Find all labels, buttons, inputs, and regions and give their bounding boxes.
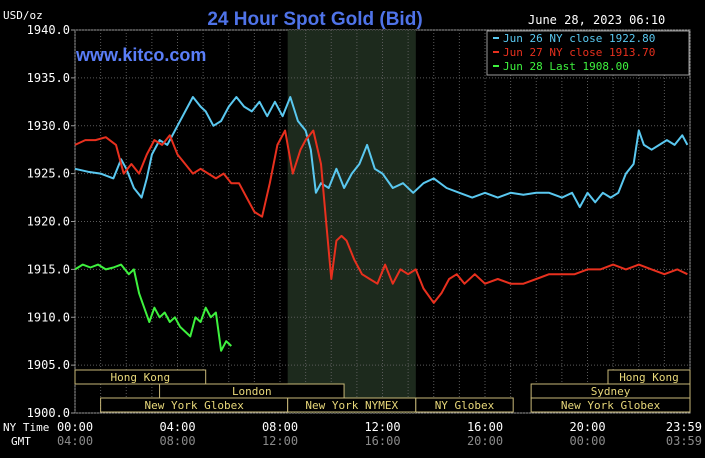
series-line-3 bbox=[74, 263, 232, 352]
market-session-new-york-nymex: New York NYMEX bbox=[287, 397, 417, 413]
market-session-label: New York NYMEX bbox=[305, 399, 398, 412]
y-tick-label: 1935.0 bbox=[27, 71, 70, 85]
x-tick-label-ny: 04:00 bbox=[159, 420, 195, 434]
x-axis-ticks: 00:0004:0004:0008:0008:0012:0012:0016:00… bbox=[57, 420, 702, 448]
market-session-new-york-globex: New York Globex bbox=[100, 397, 289, 413]
y-tick-label: 1910.0 bbox=[27, 310, 70, 324]
x-tick-label-ny: 20:00 bbox=[569, 420, 605, 434]
x-tick-label-gmt: 20:00 bbox=[467, 434, 503, 448]
y-tick-label: 1900.0 bbox=[27, 406, 70, 420]
market-session-box bbox=[415, 397, 514, 413]
y-tick-label: 1920.0 bbox=[27, 215, 70, 229]
market-session-ny-globex: NY Globex bbox=[415, 397, 514, 413]
chart-date-label: June 28, 2023 06:10 bbox=[528, 13, 665, 27]
y-tick-label: 1915.0 bbox=[27, 262, 70, 276]
y-tick-label: 1930.0 bbox=[27, 119, 70, 133]
market-session-london: London bbox=[159, 383, 345, 399]
y-axis-ticks: 1940.0 1935.0 1930.0 1925.0 1920.0 1915.0 1910… bbox=[27, 23, 75, 420]
x-tick-label-gmt: 16:00 bbox=[364, 434, 400, 448]
legend-entry: Jun 27 NY close 1913.70 bbox=[503, 46, 655, 59]
legend-box bbox=[486, 30, 690, 76]
y-tick-label: 1905.0 bbox=[27, 358, 70, 372]
x-tick-label-gmt: 03:59 bbox=[666, 434, 702, 448]
legend-entry: Jun 28 Last 1908.00 bbox=[503, 60, 629, 73]
x-axis-ny-label: NY Time bbox=[3, 421, 49, 434]
x-tick-label-gmt: 00:00 bbox=[569, 434, 605, 448]
legend-entry: Jun 26 NY close 1922.80 bbox=[503, 32, 655, 45]
x-tick-label-gmt: 04:00 bbox=[57, 434, 93, 448]
series-line-1 bbox=[74, 96, 689, 209]
x-tick-label-ny: 08:00 bbox=[262, 420, 298, 434]
y-tick-label: 1925.0 bbox=[27, 167, 70, 181]
x-tick-label-gmt: 12:00 bbox=[262, 434, 298, 448]
x-tick-label-ny: 00:00 bbox=[57, 420, 93, 434]
market-session-label: NY Globex bbox=[435, 399, 495, 412]
price-series bbox=[74, 96, 689, 352]
x-tick-label-gmt: 08:00 bbox=[159, 434, 195, 448]
market-session-label: Sydney bbox=[591, 385, 631, 398]
chart-title: 24 Hour Spot Gold (Bid) bbox=[207, 9, 422, 30]
market-session-label: New York Globex bbox=[561, 399, 661, 412]
market-session-label: New York Globex bbox=[144, 399, 244, 412]
market-session-sydney: Sydney bbox=[530, 383, 691, 399]
series-line-2 bbox=[74, 129, 688, 304]
market-session-label: London bbox=[232, 385, 272, 398]
market-session-label: Hong Kong bbox=[111, 371, 171, 384]
y-axis-unit-label: USD/oz bbox=[3, 9, 43, 22]
market-session-hong-kong: Hong Kong bbox=[607, 369, 691, 385]
x-tick-label-ny: 23:59 bbox=[666, 420, 702, 434]
watermark-text: www.kitco.com bbox=[75, 45, 206, 65]
x-axis-gmt-label: GMT bbox=[11, 435, 31, 448]
market-session-hong-kong: Hong Kong bbox=[74, 369, 207, 385]
y-tick-label: 1940.0 bbox=[27, 23, 70, 37]
market-session-new-york-globex: New York Globex bbox=[530, 397, 691, 413]
x-tick-label-ny: 12:00 bbox=[364, 420, 400, 434]
market-session-box bbox=[74, 369, 207, 385]
market-session-box bbox=[530, 397, 691, 413]
x-tick-label-ny: 16:00 bbox=[467, 420, 503, 434]
grid-lines bbox=[74, 29, 691, 414]
market-session-label: Hong Kong bbox=[619, 371, 679, 384]
